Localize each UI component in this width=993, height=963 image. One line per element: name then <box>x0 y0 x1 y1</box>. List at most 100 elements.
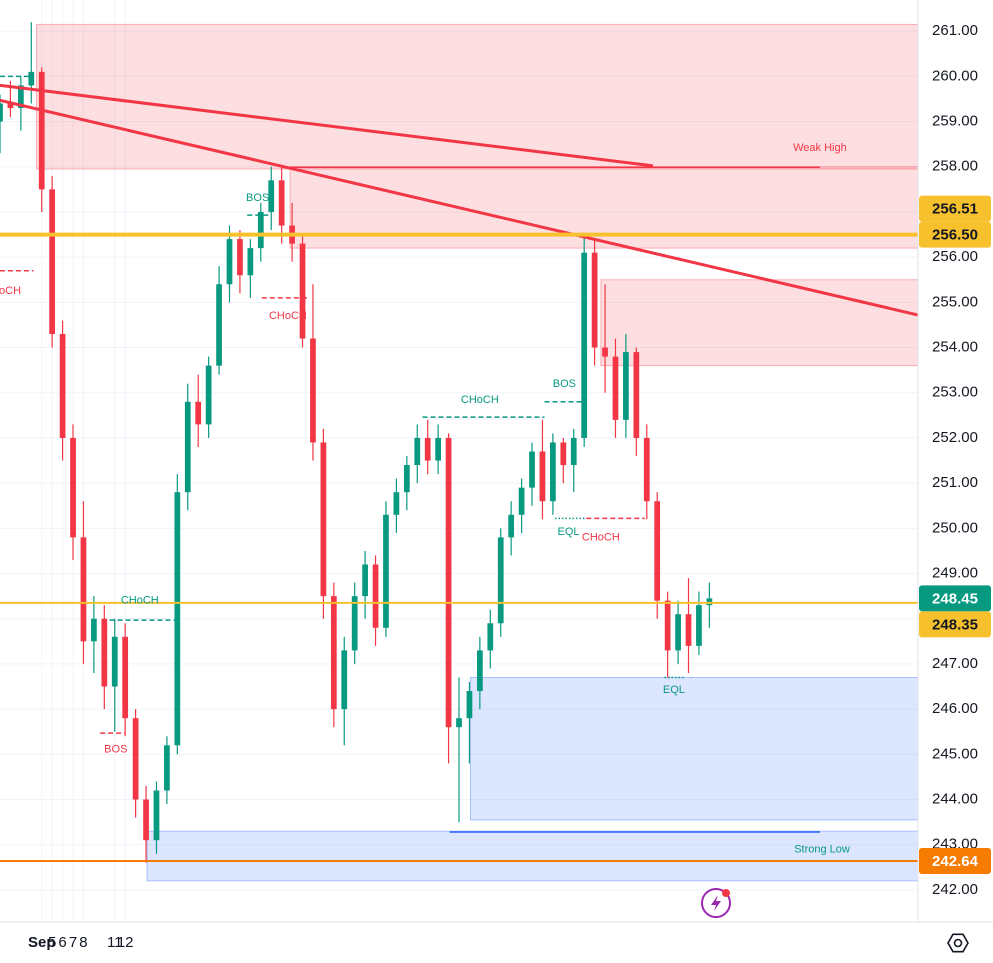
candle-body <box>122 636 129 719</box>
candle-body <box>351 596 358 651</box>
y-tick-label: 249.00 <box>932 565 978 582</box>
candle-body <box>414 437 421 466</box>
candle-body <box>539 451 546 502</box>
annotation: CHoCH <box>461 394 499 406</box>
price-tag <box>919 611 991 638</box>
candle-body <box>174 492 181 746</box>
y-tick-label: 242.00 <box>932 881 978 898</box>
candle-body <box>372 564 379 628</box>
candle-body <box>101 618 108 687</box>
candle-body <box>91 618 97 642</box>
grid <box>0 0 918 922</box>
candle-body <box>153 790 160 841</box>
icon-badge <box>722 889 730 897</box>
candle-body <box>70 437 76 538</box>
candle-body <box>633 352 640 438</box>
y-tick-label: 259.00 <box>932 113 978 130</box>
candle-body <box>487 623 494 651</box>
annotation: CHoCH <box>269 310 307 322</box>
candle-body <box>226 239 233 285</box>
candle-body <box>143 799 149 841</box>
alert-icon[interactable] <box>701 888 731 918</box>
icon-dot <box>953 938 963 948</box>
x-tick-label: 6 <box>58 934 66 951</box>
settings-icon[interactable] <box>947 933 969 953</box>
y-tick-label: 256.00 <box>932 248 978 265</box>
candle-body <box>341 650 348 710</box>
price-tag <box>919 847 991 874</box>
candle-body <box>675 614 681 651</box>
y-tick-label: 255.00 <box>932 293 978 310</box>
y-tick-label: 246.00 <box>932 700 978 717</box>
zone <box>36 23 918 170</box>
candle-body <box>560 442 567 466</box>
candle-body <box>466 691 473 719</box>
price-tag-label: 248.45 <box>932 590 978 607</box>
candle-body <box>257 211 264 249</box>
candle-body <box>393 492 400 515</box>
candle-body <box>570 437 577 466</box>
candle-body <box>362 564 368 597</box>
annotation: EQL <box>558 526 580 538</box>
annotation: CHoCH <box>582 531 620 543</box>
trend-line <box>0 98 918 317</box>
y-tick-label: 251.00 <box>932 474 978 491</box>
annotation: CHoCH <box>0 285 21 297</box>
candle-body <box>7 103 14 109</box>
trend-line <box>0 83 654 168</box>
candle-body <box>696 605 702 646</box>
y-tick-label: 247.00 <box>932 655 978 672</box>
price-tag <box>919 195 991 222</box>
candle-body <box>529 451 535 488</box>
price-tag <box>919 221 991 248</box>
candle-body <box>237 239 243 276</box>
candle-body <box>664 600 671 651</box>
candle-body <box>685 614 692 646</box>
price-tags: 256.50 256.51 248.45 248.35 242.64 <box>919 195 991 874</box>
icon-hex <box>947 933 969 953</box>
zone <box>600 279 918 367</box>
y-tick-label: 245.00 <box>932 745 978 762</box>
candle-body <box>0 103 3 122</box>
candle-body <box>310 338 316 443</box>
price-tag-label: 248.35 <box>932 616 978 633</box>
candle-body <box>216 284 222 366</box>
candle-body <box>59 333 66 438</box>
candle-body <box>205 365 212 425</box>
annotation: EQL <box>663 684 685 696</box>
candle-body <box>111 636 118 687</box>
price-tag <box>919 585 991 612</box>
price-tag-label: 256.50 <box>932 227 978 244</box>
candle-body <box>278 180 285 226</box>
icon-bolt <box>711 895 721 911</box>
candle-body <box>445 437 452 728</box>
candle-body <box>497 537 504 624</box>
candle-body <box>38 71 45 190</box>
zone <box>146 830 918 882</box>
candle-body <box>550 442 556 502</box>
zone <box>469 676 918 821</box>
y-tick-label: 253.00 <box>932 384 978 401</box>
candle-body <box>643 437 650 502</box>
candle-body <box>268 180 275 212</box>
annotation: CHoCH <box>121 595 159 607</box>
candle-body <box>320 442 327 597</box>
y-tick-label: 254.00 <box>932 339 978 356</box>
candle-body <box>623 352 629 420</box>
candle-body <box>654 501 661 601</box>
candle-body <box>195 401 202 425</box>
annotation: Strong Low <box>794 844 850 856</box>
y-tick-label: 261.00 <box>932 22 978 39</box>
plot-area: CHoCHBOSCHoCHCHoCHBOSCHoCHBOSEQLCHoCHEQL… <box>0 22 918 882</box>
annotation: BOS <box>553 378 576 390</box>
candle-body <box>602 347 608 357</box>
candle-body <box>49 189 56 334</box>
candle-body <box>132 718 139 800</box>
annotation: Weak High <box>793 142 847 154</box>
candle-body <box>435 437 442 461</box>
candle-body <box>424 437 431 461</box>
candle-body <box>80 537 87 642</box>
x-tick-label: Sep <box>28 934 56 951</box>
x-tick-label: 7 <box>69 934 77 951</box>
